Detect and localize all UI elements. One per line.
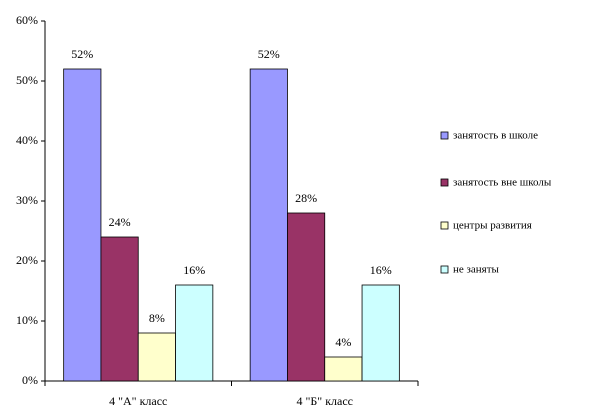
value-label: 28% xyxy=(295,191,317,205)
y-tick-label: 30% xyxy=(16,193,38,207)
legend-label: занятость вне школы xyxy=(453,177,552,189)
value-label: 16% xyxy=(183,263,205,277)
legend-swatch xyxy=(440,265,449,274)
value-label: 24% xyxy=(109,215,131,229)
bar xyxy=(324,356,363,382)
legend-label: не заняты xyxy=(453,264,500,276)
x-tick-label: 4 "Б" класс xyxy=(297,394,353,408)
y-tick-label: 50% xyxy=(16,73,38,87)
bar xyxy=(63,68,102,382)
bar xyxy=(100,236,139,382)
legend-swatch xyxy=(440,221,449,230)
value-label: 4% xyxy=(335,335,351,349)
value-label: 8% xyxy=(149,311,165,325)
y-tick-label: 20% xyxy=(16,253,38,267)
y-tick-label: 10% xyxy=(16,313,38,327)
bar xyxy=(287,212,326,382)
y-tick-label: 0% xyxy=(22,373,38,387)
y-tick-label: 40% xyxy=(16,133,38,147)
bar xyxy=(249,68,288,382)
legend-swatch xyxy=(440,178,449,187)
legend-swatch xyxy=(440,131,449,140)
bar xyxy=(361,284,400,382)
bar xyxy=(137,332,176,382)
x-tick-label: 4 "А" класс xyxy=(109,394,167,408)
value-label: 16% xyxy=(370,263,392,277)
legend-label: центры развития xyxy=(453,220,532,232)
bar xyxy=(175,284,214,382)
value-label: 52% xyxy=(258,47,280,61)
legend-label: занятость в школе xyxy=(453,130,538,142)
y-tick-label: 60% xyxy=(16,13,38,27)
value-label: 52% xyxy=(71,47,93,61)
